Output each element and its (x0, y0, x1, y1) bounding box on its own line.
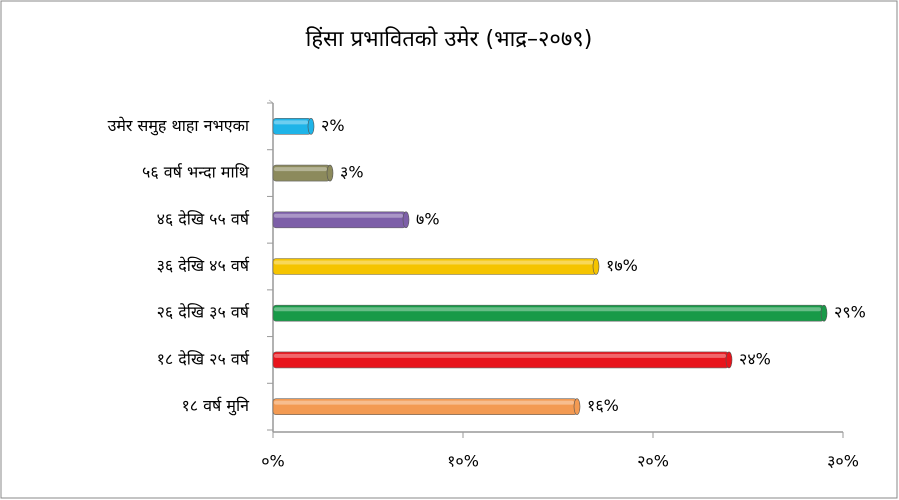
bar-cap (326, 164, 334, 182)
bar-highlight (274, 120, 308, 125)
x-tick-label: ०% (261, 452, 285, 471)
y-tick-label: ४६ देखि ५५ वर्ष (157, 209, 250, 228)
bar-cap (592, 258, 600, 275)
y-tick-label: २६ देखि ३५ वर्ष (157, 303, 250, 322)
value-label: १६% (587, 396, 619, 415)
bar-cap (402, 211, 410, 229)
bar-highlight (274, 307, 821, 312)
y-tick-label: १८ देखि २५ वर्ष (157, 349, 250, 368)
bar-highlight (274, 400, 574, 405)
value-label: १७% (606, 256, 638, 275)
bar-cap (573, 398, 581, 415)
bar-cap (307, 118, 315, 135)
value-label: २% (321, 116, 345, 135)
y-tick-label: उमेर समुह थाहा नभएका (108, 116, 250, 136)
bar-highlight (274, 260, 593, 265)
chart-title: हिंसा प्रभावितको उमेर (भाद्र–२०७९) (306, 26, 593, 52)
x-tick-label: २०% (637, 452, 669, 471)
value-label: ७% (416, 209, 440, 228)
bar-highlight (274, 213, 403, 218)
value-label: ३% (340, 163, 364, 182)
x-tick-label: ३०% (827, 452, 859, 471)
y-tick-label: १८ वर्ष मुनि (181, 396, 250, 416)
bar-cap (820, 304, 828, 322)
y-tick-label: ५६ वर्ष भन्दा माथि (142, 163, 250, 182)
x-tick-label: १०% (447, 452, 479, 471)
y-tick-label: ३६ देखि ४५ वर्ष (157, 256, 250, 275)
bar-cap (725, 351, 733, 369)
value-label: २४% (739, 349, 771, 368)
bar-highlight (274, 167, 327, 172)
value-label: २९% (834, 303, 866, 322)
bar-highlight (274, 353, 726, 358)
